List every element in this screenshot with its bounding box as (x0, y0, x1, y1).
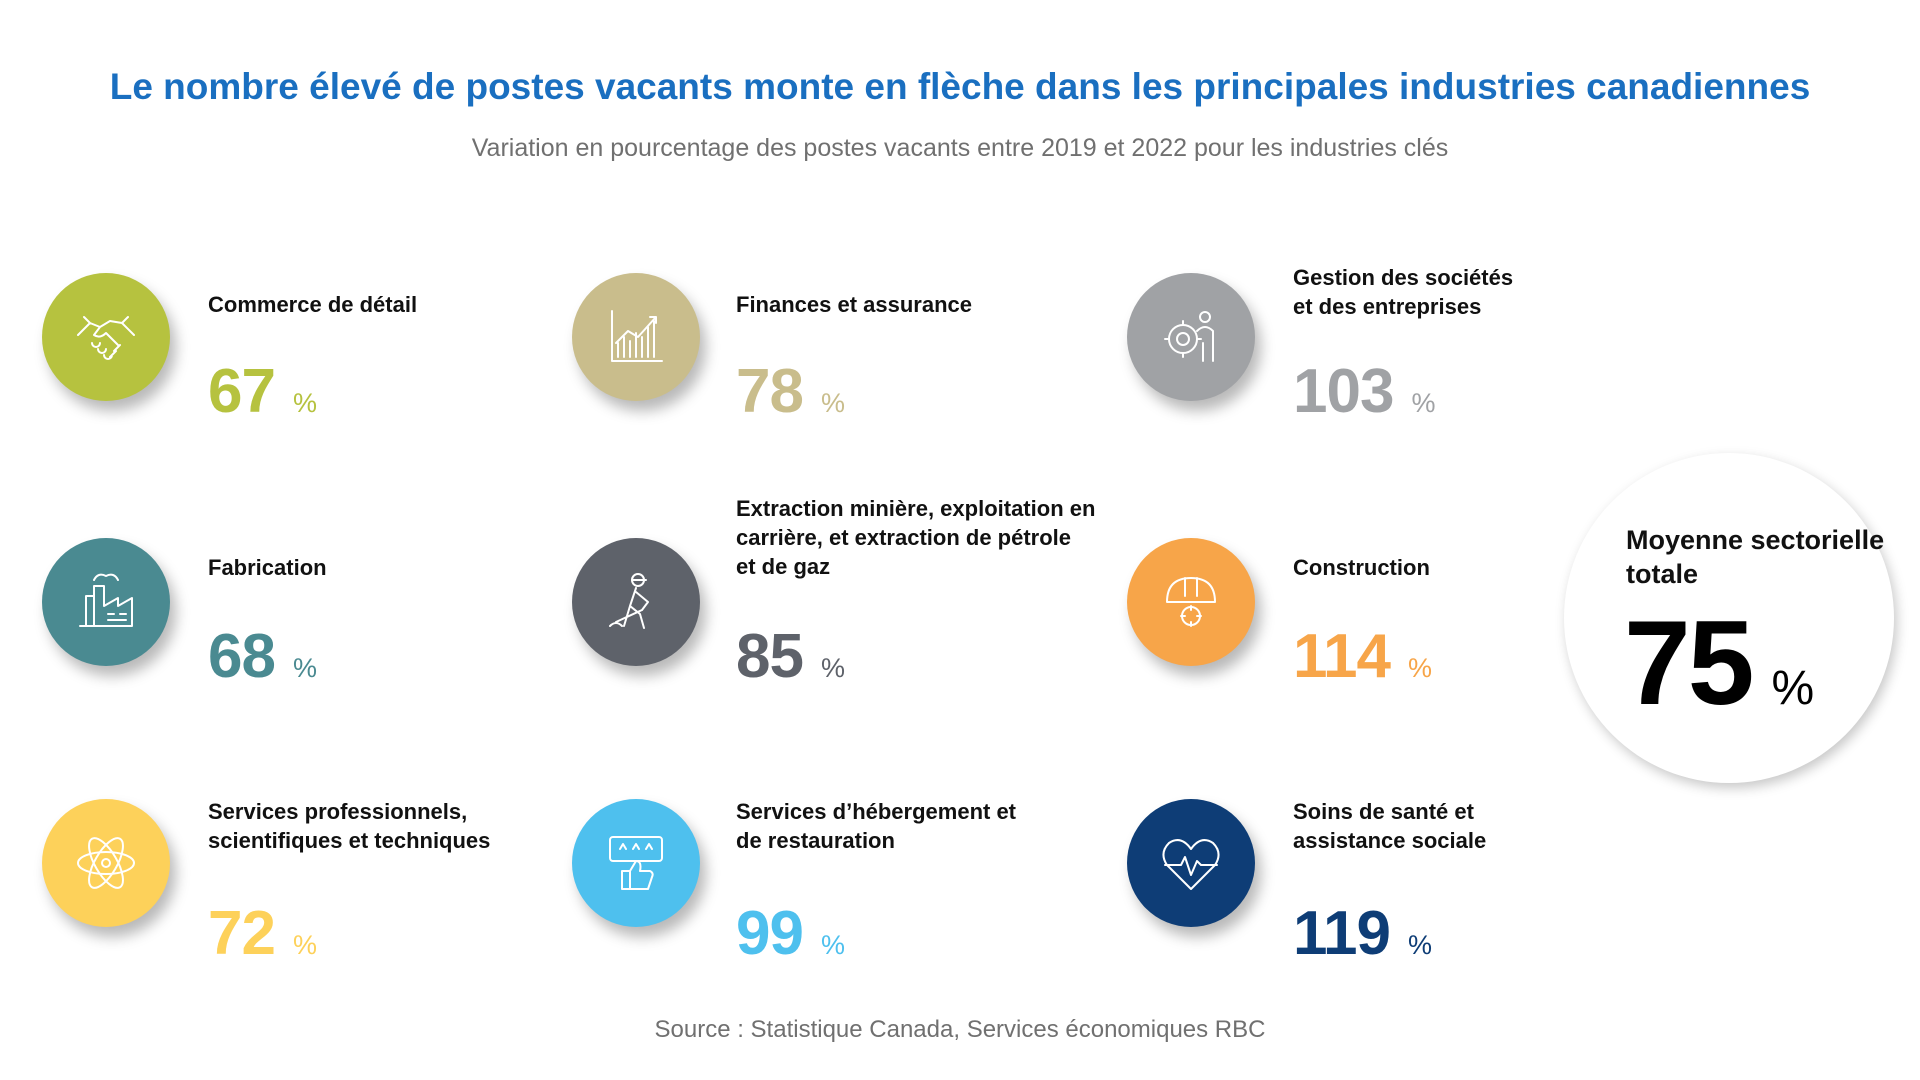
industry-icon-circle (572, 538, 700, 666)
industry-value: 99% (736, 903, 845, 976)
industry-icon-circle (42, 273, 170, 401)
industry-icon-circle (1127, 799, 1255, 927)
average-label: Moyenne sectorielle totale (1626, 525, 1885, 589)
industry-value: 68% (208, 626, 317, 699)
industry-icon-circle (572, 273, 700, 401)
industry-label: Finances et assurance (736, 292, 973, 317)
industry-value: 114% (1293, 626, 1432, 699)
industry-value: 78% (736, 361, 845, 434)
industry-number: 119 (1293, 899, 1391, 968)
industry-number: 67 (208, 357, 276, 426)
industry-icon-circle (572, 799, 700, 927)
industry-unit: % (292, 930, 317, 960)
industry-icon-circle (1127, 538, 1255, 666)
industry-number: 78 (736, 357, 804, 426)
industry-value: 72% (208, 903, 317, 976)
industry-value: 67% (208, 361, 317, 434)
industry-label: Services d’hébergement et de restauratio… (736, 799, 1017, 853)
industry-unit: % (1411, 388, 1435, 418)
heart-pulse-icon (1162, 839, 1220, 890)
growth-chart-icon (611, 310, 663, 362)
industry-unit: % (1408, 930, 1432, 960)
industry-value: 103% (1293, 361, 1435, 434)
miner-icon (609, 573, 649, 629)
industry-number: 103 (1293, 357, 1394, 426)
average-unit: % (1771, 662, 1815, 715)
industry-icon-circle (42, 799, 170, 927)
industry-icon-circle (42, 538, 170, 666)
source-note: Source : Statistique Canada, Services éc… (654, 1016, 1266, 1043)
industry-label: Gestion des sociétés et des entreprises (1293, 265, 1514, 319)
industry-unit: % (820, 930, 845, 960)
industry-label: Construction (1293, 555, 1430, 580)
industry-unit: % (1408, 653, 1432, 683)
industry-label: Soins de santé et assistance sociale (1293, 799, 1487, 853)
thumbs-up-rating-icon (609, 836, 663, 890)
average-value: 75% (1624, 603, 1814, 749)
industry-label: Extraction minière, exploitation en carr… (736, 496, 1096, 579)
industry-label: Commerce de détail (208, 292, 418, 317)
industry-label: Services professionnels, scientifiques e… (208, 799, 491, 853)
industry-unit: % (820, 653, 845, 683)
industry-unit: % (292, 388, 317, 418)
manager-gear-icon (1164, 311, 1214, 362)
hard-hat-icon (1166, 577, 1216, 627)
industry-number: 68 (208, 622, 276, 691)
atom-icon (77, 837, 135, 889)
page-title: Le nombre élevé de postes vacants monte … (109, 66, 1811, 107)
page-subtitle: Variation en pourcentage des postes vaca… (471, 134, 1449, 162)
industry-number: 85 (736, 622, 804, 691)
industry-label: Fabrication (208, 555, 327, 580)
industry-unit: % (292, 653, 317, 683)
industry-value: 85% (736, 626, 845, 699)
average-number: 75 (1624, 596, 1754, 730)
industry-value: 119% (1293, 903, 1432, 976)
industry-number: 114 (1293, 622, 1391, 691)
average-circle: Moyenne sectorielle totale 75% (1564, 453, 1894, 783)
industry-icon-circle (1127, 273, 1255, 401)
handshake-icon (77, 316, 135, 360)
industry-number: 72 (208, 899, 276, 968)
factory-icon (79, 573, 133, 627)
industry-number: 99 (736, 899, 804, 968)
industry-unit: % (820, 388, 845, 418)
